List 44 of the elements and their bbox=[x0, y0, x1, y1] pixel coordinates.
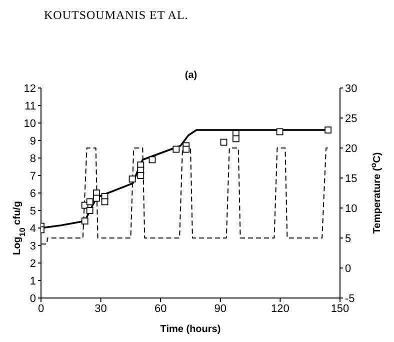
point bbox=[101, 198, 108, 206]
x-tick-label: 30 bbox=[94, 302, 107, 315]
y2-tick-label: 0 bbox=[345, 262, 352, 275]
y-tick-label: 12 bbox=[24, 82, 36, 95]
point bbox=[172, 146, 180, 153]
y2-tick-label: 15 bbox=[345, 172, 358, 185]
x-tick-label: 120 bbox=[271, 302, 290, 315]
y-tick-label: 7 bbox=[30, 170, 36, 182]
y-tick-label: 5 bbox=[30, 205, 36, 218]
point bbox=[137, 172, 144, 179]
point bbox=[232, 135, 240, 142]
point bbox=[148, 156, 156, 164]
x-axis-title: Time (hours) bbox=[160, 324, 221, 335]
point bbox=[86, 198, 94, 206]
x-tick-label: 0 bbox=[38, 302, 44, 315]
point bbox=[276, 128, 284, 136]
point bbox=[86, 207, 94, 214]
y-tick-label: 3 bbox=[30, 240, 36, 252]
point bbox=[182, 146, 190, 153]
point bbox=[128, 176, 136, 182]
y-tick-label: 10 bbox=[24, 118, 36, 130]
y-tick-label: 6 bbox=[30, 188, 36, 200]
x-tick-label: 90 bbox=[214, 302, 227, 315]
y-tick-label: 9 bbox=[30, 135, 36, 148]
y-tick-label: 1 bbox=[30, 275, 36, 288]
text: KOUTSOUMANIS ET AL. bbox=[44, 8, 188, 23]
point bbox=[92, 194, 100, 202]
y2-tick-label: 25 bbox=[345, 112, 358, 125]
x-tick-label: 60 bbox=[154, 302, 167, 315]
point bbox=[324, 126, 332, 134]
y2-tick-label: 30 bbox=[345, 82, 358, 95]
y-tick-label: 0 bbox=[30, 292, 36, 305]
y2-tick-label: -5 bbox=[345, 292, 355, 305]
y-tick-label: 11 bbox=[24, 100, 36, 112]
y2-tick-label: 10 bbox=[345, 202, 358, 215]
chart-title: (a) bbox=[184, 70, 198, 81]
y-tick-label: 4 bbox=[30, 222, 36, 235]
y-tick-label: 2 bbox=[30, 258, 36, 270]
y2-tick-label: 5 bbox=[345, 232, 352, 245]
y-tick-label: 8 bbox=[30, 152, 36, 165]
x-tick-label: 150 bbox=[330, 302, 350, 315]
point bbox=[220, 138, 228, 146]
y2-tick-label: 20 bbox=[345, 142, 358, 155]
point bbox=[81, 218, 88, 224]
